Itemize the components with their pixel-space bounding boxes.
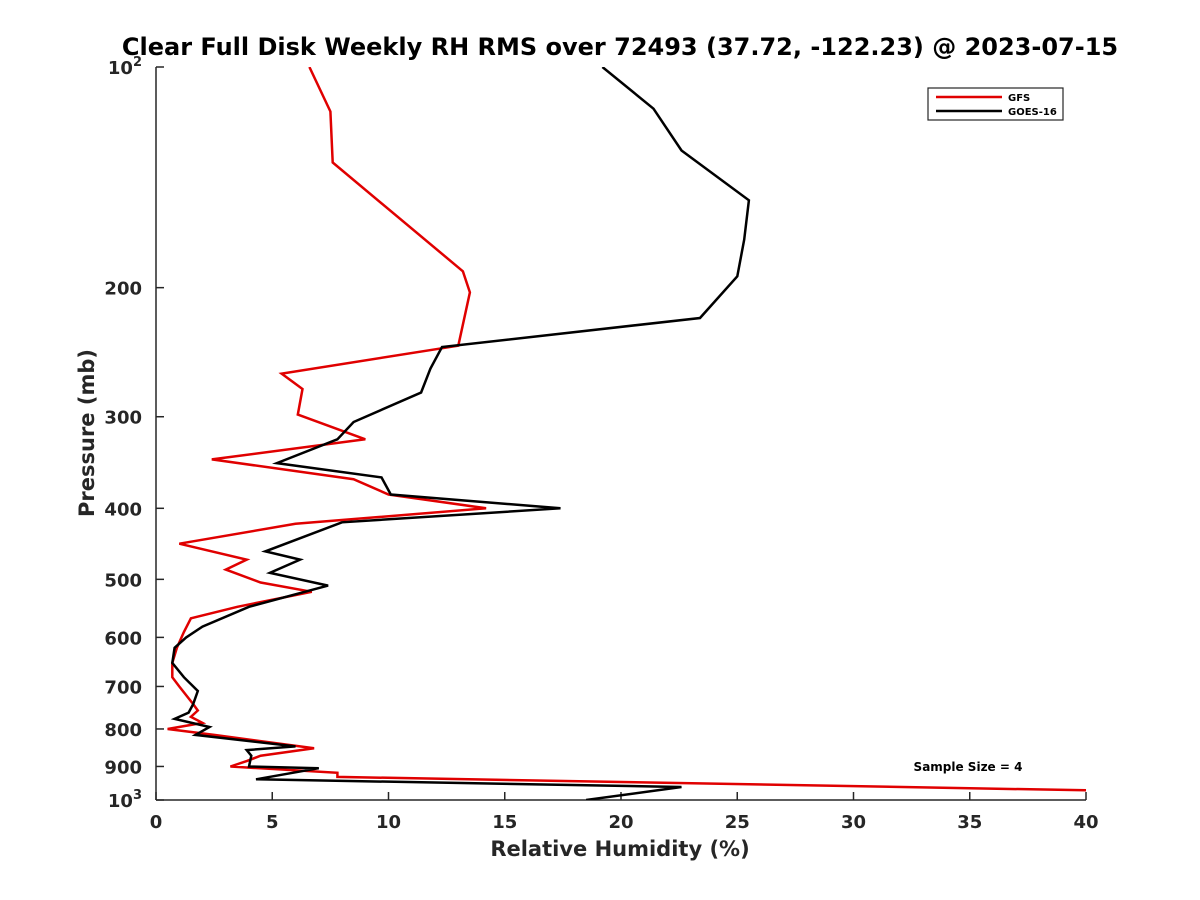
legend: GFS GOES-16 bbox=[927, 87, 1064, 121]
x-tick-label: 30 bbox=[841, 812, 866, 833]
x-tick-label: 0 bbox=[150, 812, 163, 833]
y-tick-label: 900 bbox=[104, 757, 142, 778]
x-tick-label: 20 bbox=[608, 812, 633, 833]
y-tick-label: 800 bbox=[104, 720, 142, 741]
legend-box bbox=[927, 87, 1064, 121]
x-tick-label: 10 bbox=[376, 812, 401, 833]
x-tick-label: 15 bbox=[492, 812, 517, 833]
y-axis: 102 200 300 400 500 600 700 800 900 103 bbox=[104, 55, 164, 812]
x-tick-label: 40 bbox=[1073, 812, 1098, 833]
x-tick-label: 35 bbox=[957, 812, 982, 833]
y-tick-label: 200 bbox=[104, 279, 142, 300]
y-tick-label: 102 bbox=[108, 55, 142, 79]
y-tick-label: 300 bbox=[104, 408, 142, 429]
legend-label: GFS bbox=[1008, 93, 1030, 104]
y-tick-label: 600 bbox=[104, 628, 142, 649]
y-tick-label: 103 bbox=[108, 788, 142, 812]
series-layer bbox=[167, 67, 1087, 800]
plot-area bbox=[155, 67, 1086, 801]
legend-label: GOES-16 bbox=[1008, 107, 1057, 118]
chart-title: Clear Full Disk Weekly RH RMS over 72493… bbox=[122, 33, 1118, 61]
series-line-goes-16 bbox=[170, 67, 751, 800]
series-line-gfs bbox=[167, 67, 1087, 792]
y-tick-label: 700 bbox=[104, 677, 142, 698]
x-axis: 0 5 10 15 20 25 30 35 40 bbox=[150, 792, 1099, 833]
y-tick-label: 400 bbox=[104, 499, 142, 520]
sample-size-annotation: Sample Size = 4 bbox=[914, 760, 1023, 774]
y-tick-label: 500 bbox=[104, 570, 142, 591]
x-tick-label: 25 bbox=[725, 812, 750, 833]
x-axis-label: Relative Humidity (%) bbox=[490, 837, 749, 861]
x-tick-label: 5 bbox=[266, 812, 279, 833]
y-axis-label: Pressure (mb) bbox=[75, 349, 99, 517]
